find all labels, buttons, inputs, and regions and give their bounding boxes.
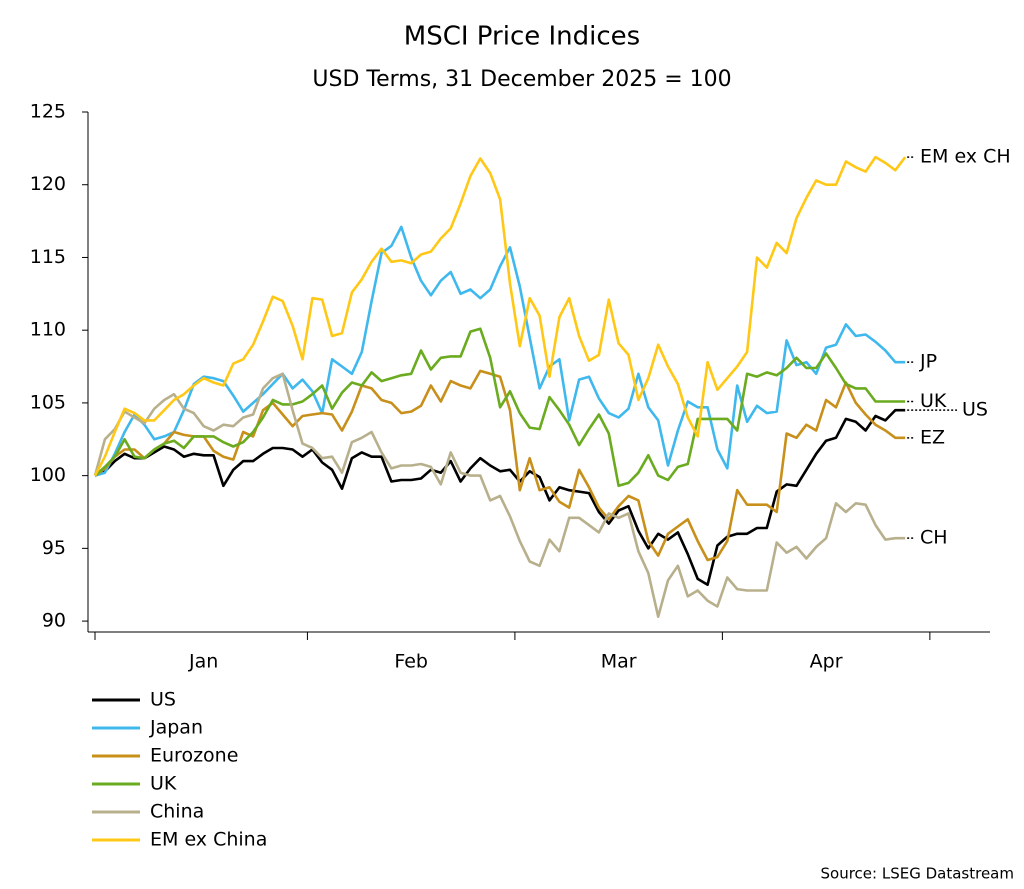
y-tick-label: 105 — [30, 391, 66, 413]
chart-title: MSCI Price Indices — [404, 22, 640, 52]
end-label: EM ex CH — [920, 146, 1011, 168]
legend-label: China — [150, 801, 204, 823]
x-tick-label: Jan — [188, 651, 218, 673]
series-line — [94, 369, 906, 562]
legend-label: US — [150, 689, 176, 711]
y-tick-label: 110 — [30, 319, 66, 341]
legend-label: UK — [150, 773, 177, 795]
x-tick-label: Feb — [394, 651, 428, 673]
y-tick-label: 120 — [30, 173, 66, 195]
series-line — [94, 327, 906, 488]
end-label: EZ — [920, 426, 945, 448]
x-tick-label: Apr — [810, 651, 843, 673]
y-tick-label: 95 — [42, 537, 66, 559]
end-label: US — [962, 399, 988, 421]
source-note: Source: LSEG Datastream — [821, 865, 1014, 883]
series-line — [93, 155, 907, 477]
series-line — [94, 408, 906, 586]
x-tick-label: Mar — [601, 651, 637, 673]
end-label: JP — [919, 351, 937, 373]
legend-label: Japan — [149, 717, 203, 739]
y-tick-label: 125 — [30, 101, 66, 123]
y-tick-label: 115 — [30, 246, 66, 268]
end-label: UK — [920, 390, 947, 412]
end-label: CH — [920, 527, 948, 549]
y-tick-label: 100 — [30, 464, 66, 486]
series-line — [93, 372, 906, 618]
legend-label: EM ex China — [150, 829, 267, 851]
legend-label: Eurozone — [150, 745, 238, 767]
y-tick-label: 90 — [42, 610, 66, 632]
series-line — [94, 225, 906, 477]
chart-subtitle: USD Terms, 31 December 2025 = 100 — [312, 67, 731, 92]
